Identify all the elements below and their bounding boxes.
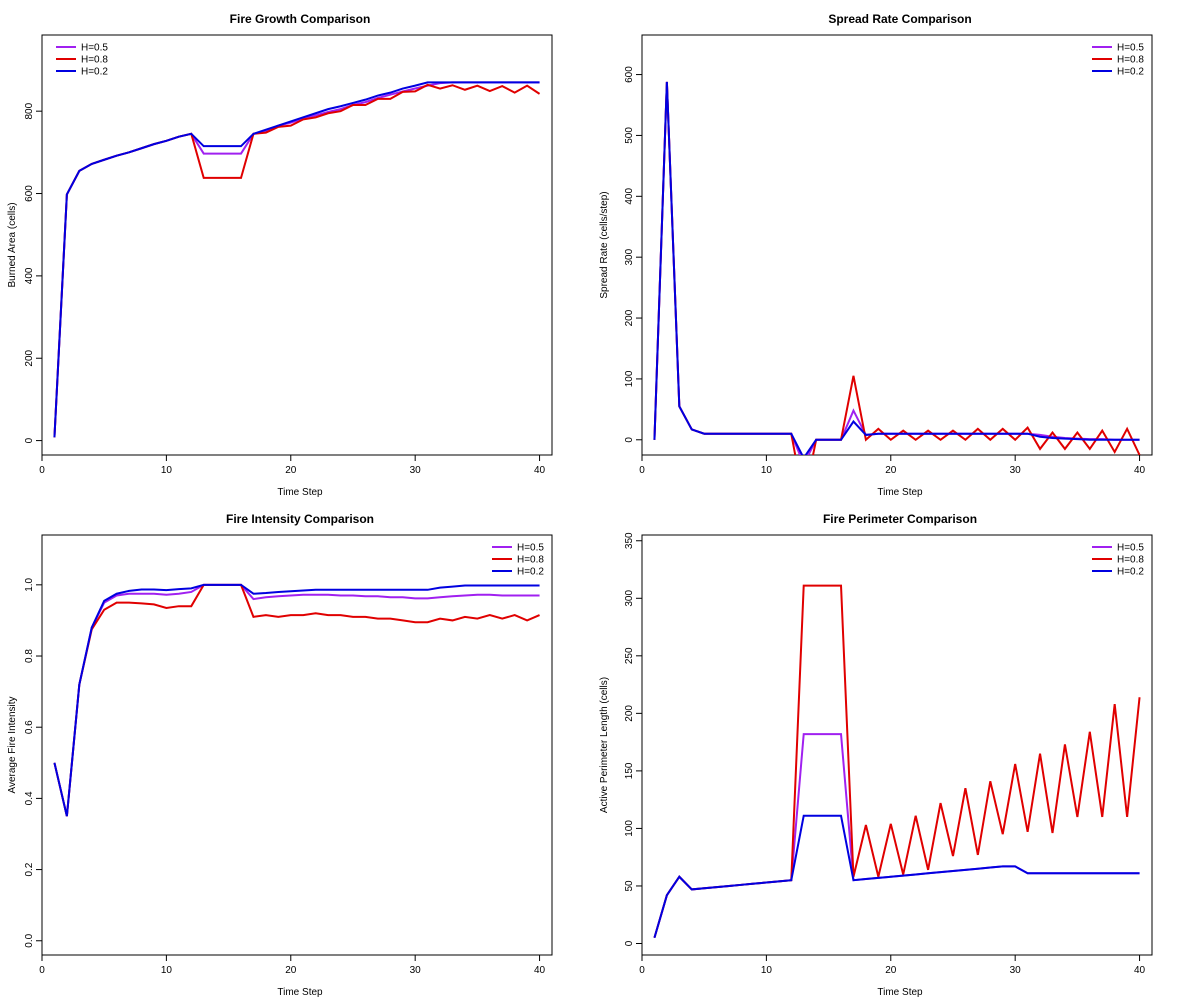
- y-tick-label: 300: [624, 590, 635, 607]
- chart-title: Spread Rate Comparison: [828, 12, 971, 26]
- legend-entry: H=0.5: [1117, 543, 1144, 554]
- legend-entry: H=0.8: [1117, 55, 1144, 66]
- y-tick-label: 1.0: [24, 577, 35, 591]
- legend-entry: H=0.5: [81, 43, 108, 54]
- chart-title: Fire Intensity Comparison: [226, 512, 374, 526]
- chart-panel-4: Fire Perimeter Comparison 0 10 20 30 40 Time S…: [599, 512, 1153, 998]
- series-line-H-0_2: [53, 583, 540, 817]
- y-tick-label: 200: [624, 705, 635, 722]
- chart-title: Fire Growth Comparison: [230, 12, 371, 26]
- x-tick-label: 20: [885, 465, 897, 476]
- y-tick-label: 50: [624, 880, 635, 892]
- y-tick-label: 0: [24, 437, 35, 443]
- legend-entry: H=0.8: [1117, 555, 1144, 566]
- x-tick-label: 10: [761, 465, 773, 476]
- x-tick-label: 0: [39, 465, 45, 476]
- plot-frame: [41, 534, 553, 956]
- x-tick-label: 30: [1010, 465, 1022, 476]
- y-tick-label: 0.8: [24, 649, 35, 663]
- series-line-H-0_2: [653, 81, 1140, 455]
- series-line-H-0_8: [53, 83, 541, 438]
- y-axis-label: Burned Area (cells): [7, 202, 18, 287]
- x-tick-label: 30: [410, 465, 422, 476]
- y-tick-label: 0.0: [24, 933, 35, 947]
- y-tick-label: 600: [624, 66, 635, 83]
- x-tick-label: 10: [761, 965, 773, 976]
- chart-panel-3: Fire Intensity Comparison 0 10 20 30 40 Time S…: [7, 512, 553, 998]
- chart-panel-1: Fire Growth Comparison 0 10 20 30 40 Time Step…: [7, 12, 553, 498]
- y-axis-label: Active Perimeter Length (cells): [599, 677, 610, 813]
- x-tick-label: 30: [410, 965, 422, 976]
- legend: H=0.5H=0.8H=0.2: [1092, 43, 1144, 78]
- x-tick-label: 0: [639, 965, 645, 976]
- legend-entry: H=0.2: [1117, 67, 1144, 78]
- x-axis-label: Time Step: [277, 987, 323, 998]
- legend-entry: H=0.2: [517, 567, 544, 578]
- y-tick-label: 0.2: [24, 862, 35, 876]
- y-tick-label: 200: [24, 349, 35, 366]
- x-tick-label: 40: [1134, 965, 1146, 976]
- series-line-H-0_5: [653, 81, 1140, 455]
- y-tick-label: 0.4: [24, 791, 35, 805]
- x-axis-label: Time Step: [877, 987, 923, 998]
- plot-frame: [41, 34, 553, 456]
- x-tick-label: 40: [1134, 465, 1146, 476]
- series-line-H-0_5: [653, 733, 1140, 939]
- x-tick-label: 20: [285, 965, 297, 976]
- chart-title: Fire Perimeter Comparison: [823, 512, 977, 526]
- x-tick-label: 0: [639, 465, 645, 476]
- y-axis-label: Average Fire Intensity: [7, 696, 18, 793]
- plot-frame: [641, 534, 1153, 956]
- legend: H=0.5H=0.8H=0.2: [492, 543, 544, 578]
- y-tick-label: 400: [24, 267, 35, 284]
- x-tick-label: 20: [885, 965, 897, 976]
- chart-panel-2: Spread Rate Comparison 0 10 20 30 40 Time Step…: [599, 12, 1153, 498]
- series-line-H-0_8: [653, 584, 1141, 939]
- legend: H=0.5H=0.8H=0.2: [56, 43, 108, 78]
- legend-entry: H=0.8: [517, 555, 544, 566]
- y-tick-label: 100: [624, 820, 635, 837]
- y-tick-label: 600: [24, 185, 35, 202]
- y-tick-label: 200: [624, 309, 635, 326]
- y-tick-label: 150: [624, 762, 635, 779]
- x-tick-label: 10: [161, 965, 173, 976]
- y-tick-label: 800: [24, 102, 35, 119]
- legend-entry: H=0.2: [81, 67, 108, 78]
- legend-entry: H=0.2: [1117, 567, 1144, 578]
- x-tick-label: 40: [534, 965, 546, 976]
- y-tick-label: 0: [624, 437, 635, 443]
- y-tick-label: 0: [624, 940, 635, 946]
- y-tick-label: 0.6: [24, 720, 35, 734]
- y-tick-label: 500: [624, 127, 635, 144]
- x-tick-label: 40: [534, 465, 546, 476]
- legend: H=0.5H=0.8H=0.2: [1092, 543, 1144, 578]
- x-axis-label: Time Step: [277, 487, 323, 498]
- y-tick-label: 250: [624, 647, 635, 664]
- legend-entry: H=0.8: [81, 55, 108, 66]
- y-tick-label: 400: [624, 188, 635, 205]
- plot-frame: [641, 34, 1153, 456]
- series-line-H-0_8: [53, 583, 540, 817]
- series-line-H-0_5: [53, 81, 540, 438]
- series-line-H-0_2: [53, 81, 540, 438]
- x-tick-label: 0: [39, 965, 45, 976]
- x-tick-label: 20: [285, 465, 297, 476]
- x-tick-label: 30: [1010, 965, 1022, 976]
- legend-entry: H=0.5: [1117, 43, 1144, 54]
- legend-entry: H=0.5: [517, 543, 544, 554]
- series-line-H-0_2: [653, 814, 1140, 939]
- y-tick-label: 300: [624, 248, 635, 265]
- series-line-H-0_5: [53, 583, 540, 817]
- x-tick-label: 10: [161, 465, 173, 476]
- y-tick-label: 350: [624, 532, 635, 549]
- y-axis-label: Spread Rate (cells/step): [599, 191, 610, 298]
- y-tick-label: 100: [624, 370, 635, 387]
- x-axis-label: Time Step: [877, 487, 923, 498]
